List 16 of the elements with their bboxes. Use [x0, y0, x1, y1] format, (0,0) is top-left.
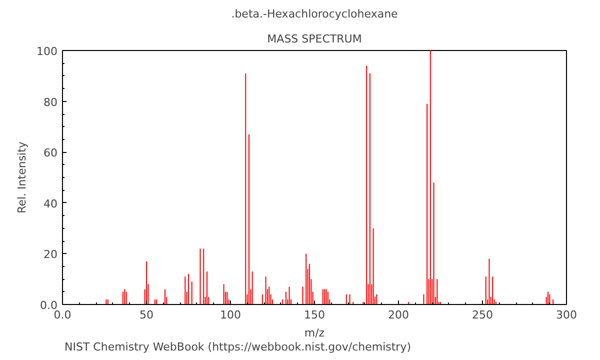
y-tick-label: 100	[36, 45, 58, 58]
x-tick-label: 200	[388, 308, 409, 322]
x-tick-label: 100	[220, 308, 241, 322]
chart-title: .beta.-Hexachlorocyclohexane	[231, 8, 398, 20]
x-tick-label: 150	[304, 308, 325, 322]
y-tick-label: 20	[44, 248, 58, 262]
y-tick-label: 60	[44, 146, 58, 160]
x-axis-title: m/z	[304, 326, 325, 340]
y-axis-title: Rel. Intensity	[16, 141, 29, 214]
x-tick-label: 250	[472, 308, 493, 322]
y-tick-label: 40	[44, 197, 58, 210]
chart-subtitle: MASS SPECTRUM	[267, 32, 362, 46]
x-tick-label: 300	[556, 308, 577, 322]
y-tick-label: 80	[44, 96, 58, 109]
x-tick-label: 50	[140, 308, 154, 322]
text: NIST Chemistry WebBook (https://webbook.nist.gov/chemistry)	[64, 340, 411, 354]
